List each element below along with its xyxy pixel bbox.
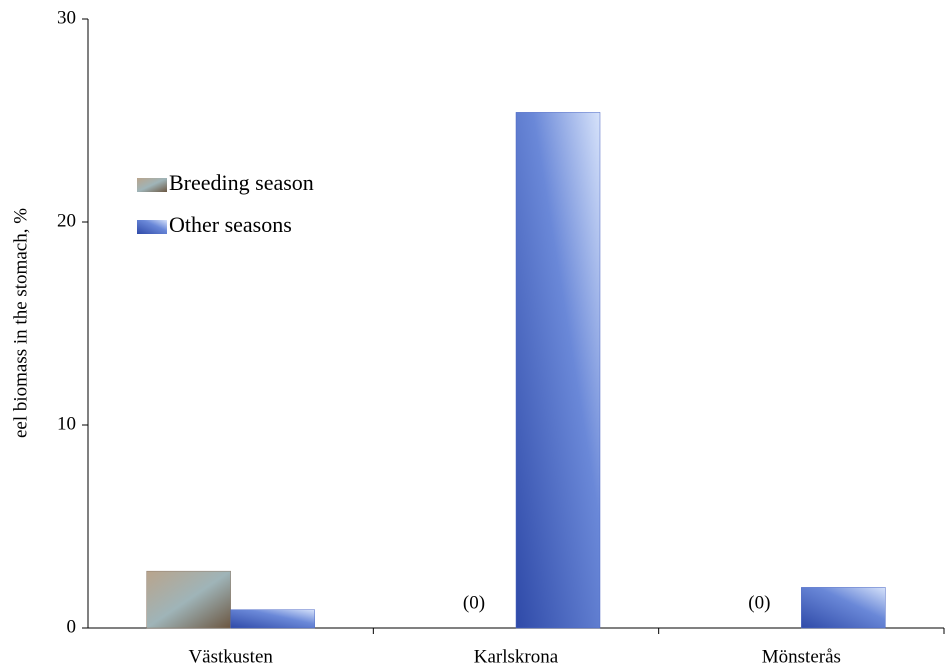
y-tick-label: 10	[57, 413, 76, 434]
x-tick-label: Västkusten	[188, 646, 273, 667]
y-axis-label: eel biomass in the stomach, %	[10, 208, 31, 438]
bar	[515, 112, 601, 629]
bar	[146, 570, 231, 629]
legend-label: Breeding season	[169, 170, 314, 195]
legend-swatch	[137, 178, 167, 192]
y-tick-label: 0	[67, 616, 77, 637]
value-label: (0)	[463, 592, 485, 613]
legend-swatch	[137, 220, 167, 234]
x-tick-label: Mönsterås	[762, 646, 841, 667]
legend-label: Other seasons	[169, 212, 292, 237]
bar	[801, 587, 886, 629]
y-tick-label: 30	[57, 7, 76, 28]
x-tick-label: Karlskrona	[474, 646, 559, 667]
value-label: (0)	[748, 592, 770, 613]
bar	[230, 609, 315, 629]
y-tick-label: 20	[57, 210, 76, 231]
